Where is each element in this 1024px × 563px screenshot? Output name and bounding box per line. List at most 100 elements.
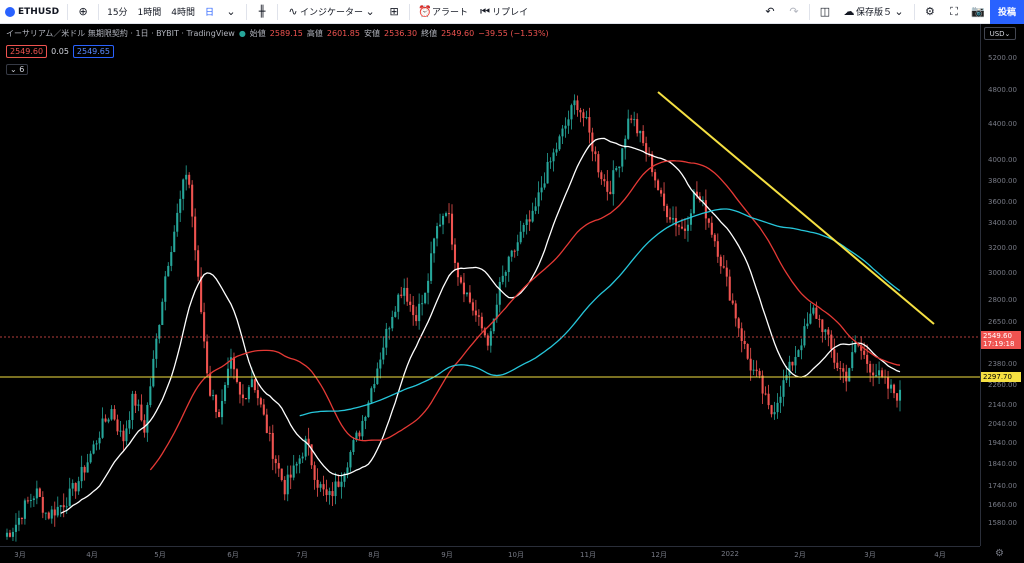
candle-body [507, 256, 510, 273]
price-tick-label: 4000.00 [988, 156, 1017, 164]
toolbar-right: ↶ ↷ ◫ ☁ 保存版５ ⌄ ⚙ ⛶ 📷 投稿 [758, 0, 1024, 24]
interval-1d[interactable]: 日 [200, 0, 219, 24]
candle-body [173, 231, 176, 253]
candle-body [370, 388, 373, 403]
interval-1h[interactable]: 1時間 [133, 0, 167, 24]
interval-label: 4時間 [171, 8, 196, 18]
interval-15m[interactable]: 15分 [102, 0, 132, 24]
candle-body [555, 149, 558, 153]
interval-4h[interactable]: 4時間 [166, 0, 200, 24]
layout-button[interactable]: ◫ [813, 0, 837, 24]
candle-body [110, 409, 113, 420]
candle-body [185, 174, 188, 180]
candle-body [492, 318, 495, 332]
candle-body [310, 444, 313, 466]
candle-body [665, 205, 669, 218]
plus-circle-icon: ⊕ [78, 5, 88, 18]
candle-body [875, 375, 878, 377]
candle-body [686, 224, 689, 231]
undo-button[interactable]: ↶ [758, 0, 782, 24]
candle-body [259, 398, 262, 405]
candle-body [695, 191, 698, 197]
settings-button[interactable]: ⚙ [918, 0, 942, 24]
candle-body [89, 453, 92, 463]
price-axis[interactable]: 5200.00 4800.00 4400.00 4000.00 3800.00 3600.… [980, 24, 1024, 546]
candle-body [447, 213, 451, 215]
candle-body [441, 215, 445, 225]
buy-button[interactable]: 2549.65 [72, 45, 114, 58]
open-label: 始値 [249, 29, 266, 38]
candle-body [406, 287, 409, 302]
candle-body [346, 467, 349, 474]
candle-body [176, 212, 179, 232]
low-label: 安値 [363, 29, 380, 38]
candle-body [289, 474, 292, 478]
chart-canvas[interactable] [0, 24, 980, 546]
candle-body [298, 458, 301, 464]
candle-body [223, 385, 227, 402]
candle-body [459, 277, 463, 283]
price-chart[interactable] [0, 24, 980, 546]
chevron-down-icon: ⌄ [226, 5, 236, 18]
candle-body [292, 465, 295, 478]
hline-price-label: 2297.70 [983, 373, 1012, 381]
candle-body [558, 136, 561, 150]
chart-type-button[interactable]: ╫ [250, 0, 274, 24]
fullscreen-button[interactable]: ⛶ [942, 0, 966, 24]
price-tick-label: 3800.00 [988, 177, 1017, 185]
candle-body [779, 396, 782, 403]
candle-body [59, 505, 62, 507]
interval-dropdown[interactable]: ⌄ [219, 0, 243, 24]
candle-body [394, 311, 397, 317]
candle-body [71, 483, 74, 489]
candle-body [194, 216, 197, 251]
candle-body [892, 384, 896, 394]
candle-body [334, 481, 337, 497]
candle-body [821, 319, 824, 333]
axis-settings-gear-icon[interactable]: ⚙ [995, 548, 1004, 559]
candle-body [752, 369, 755, 371]
candle-body [29, 500, 32, 502]
candle-body [116, 419, 119, 432]
candle-body [343, 473, 346, 482]
candle-body [812, 307, 815, 314]
candle-body [244, 398, 247, 400]
save-button[interactable]: ☁ 保存版５ ⌄ [837, 0, 911, 24]
symbol-search[interactable]: ETHUSD [0, 0, 64, 24]
candle-body [561, 128, 564, 137]
candle-body [895, 393, 899, 401]
candle-body [663, 193, 666, 206]
candle-body [197, 250, 200, 277]
candle-body [101, 418, 104, 438]
candle-body [710, 222, 713, 235]
candle-body [600, 172, 603, 180]
candlestick-icon: ╫ [258, 5, 266, 18]
snapshot-button[interactable]: 📷 [966, 0, 990, 24]
redo-button[interactable]: ↷ [782, 0, 806, 24]
open-value: 2589.15 [269, 29, 303, 38]
candle-body [271, 432, 274, 459]
publish-button[interactable]: 投稿 [989, 0, 1024, 24]
templates-button[interactable]: ⊞ [382, 0, 406, 24]
indicators-button[interactable]: ∿ インジケーター ⌄ [281, 0, 382, 24]
candle-body [522, 224, 525, 232]
price-tick-label: 1660.00 [988, 501, 1017, 509]
currency-selector[interactable]: USD ⌄ [984, 27, 1016, 40]
alert-button[interactable]: ⏰ アラート [413, 0, 473, 24]
time-axis[interactable]: 3月 4月 5月 6月 7月 8月 9月 10月 11月 12月 2022 2月 3月 4月 [0, 546, 980, 563]
price-tick-label: 2800.00 [988, 296, 1017, 304]
candle-body [633, 119, 636, 121]
candle-body [450, 213, 454, 245]
candle-body [241, 394, 244, 399]
candle-body [217, 412, 221, 418]
market-open-dot-icon: ● [238, 29, 246, 38]
sell-button[interactable]: 2549.60 [6, 45, 48, 58]
replay-button[interactable]: ⏮ リプレイ [473, 0, 533, 24]
candle-body [86, 462, 89, 473]
candle-body [188, 174, 191, 185]
candle-body [531, 210, 534, 222]
candle-body [349, 452, 352, 468]
candle-body [418, 303, 421, 322]
indicators-toggle[interactable]: ⌄ 6 [6, 64, 29, 75]
compare-button[interactable]: ⊕ [71, 0, 95, 24]
